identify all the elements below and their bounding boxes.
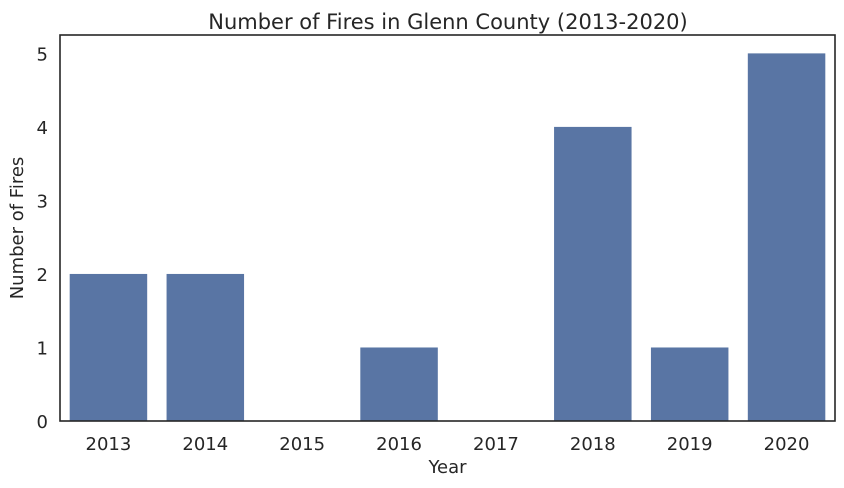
x-tick-label: 2016 <box>376 434 422 455</box>
y-axis-label: Number of Fires <box>7 157 28 300</box>
y-tick-label: 1 <box>37 338 48 359</box>
y-tick-label: 4 <box>37 118 48 139</box>
bars-group <box>69 53 826 422</box>
x-tick-label: 2013 <box>86 434 132 455</box>
bar-2018 <box>554 126 632 422</box>
y-tick-label: 3 <box>37 191 48 212</box>
bar-2019 <box>650 347 729 421</box>
x-tick-label: 2017 <box>473 434 519 455</box>
y-tick-label: 5 <box>37 44 48 65</box>
x-tick-label: 2020 <box>764 434 810 455</box>
y-tick-labels: 0 1 2 3 4 5 <box>37 44 48 433</box>
bar-2014 <box>166 273 245 421</box>
chart-title: Number of Fires in Glenn County (2013-20… <box>208 10 688 34</box>
bar-2016 <box>360 347 438 421</box>
y-tick-label: 2 <box>37 265 48 286</box>
bar-2020 <box>747 53 826 421</box>
x-tick-labels: 2013 2014 2015 2016 2017 2018 2019 2020 <box>86 434 810 455</box>
x-axis-label: Year <box>427 457 467 478</box>
plot-frame <box>59 34 836 422</box>
y-tick-label: 0 <box>37 412 48 433</box>
x-tick-label: 2018 <box>570 434 616 455</box>
bar-2013 <box>69 273 148 421</box>
x-tick-label: 2019 <box>667 434 713 455</box>
x-tick-label: 2014 <box>182 434 228 455</box>
x-tick-label: 2015 <box>279 434 325 455</box>
